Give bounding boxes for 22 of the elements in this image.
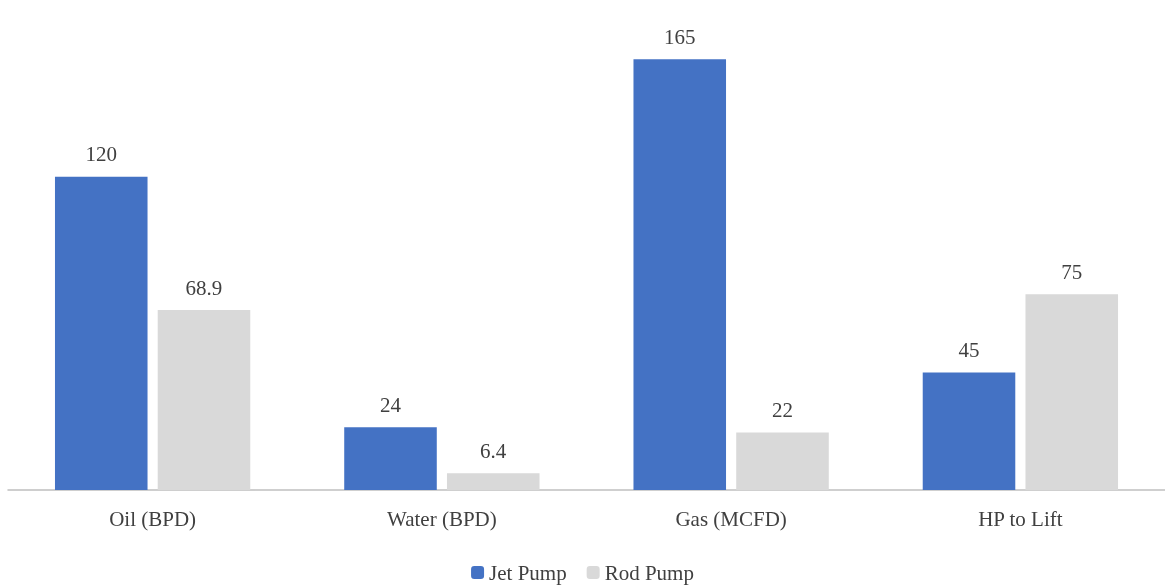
x-tick-label: Water (BPD) xyxy=(387,506,497,531)
bar xyxy=(344,427,437,490)
data-label: 24 xyxy=(380,392,402,417)
bar xyxy=(157,310,251,490)
data-label: 6.4 xyxy=(480,438,507,463)
legend-label: Jet Pump xyxy=(489,560,567,585)
bar xyxy=(446,473,540,490)
legend-label: Rod Pump xyxy=(604,560,694,585)
bar xyxy=(736,432,829,490)
x-tick-label: Oil (BPD) xyxy=(109,506,197,531)
data-label: 165 xyxy=(664,24,696,49)
data-label: 75 xyxy=(1061,259,1083,284)
data-label: 22 xyxy=(772,398,793,423)
data-label: 120 xyxy=(85,142,117,167)
bar xyxy=(1025,294,1119,490)
bar xyxy=(633,59,727,490)
x-tick-label: Gas (MCFD) xyxy=(675,506,787,531)
bar xyxy=(922,372,1016,490)
data-label: 45 xyxy=(958,338,980,362)
data-label: 68.9 xyxy=(185,275,223,300)
bar xyxy=(54,176,148,490)
x-tick-label: HP to Lift xyxy=(978,506,1063,531)
